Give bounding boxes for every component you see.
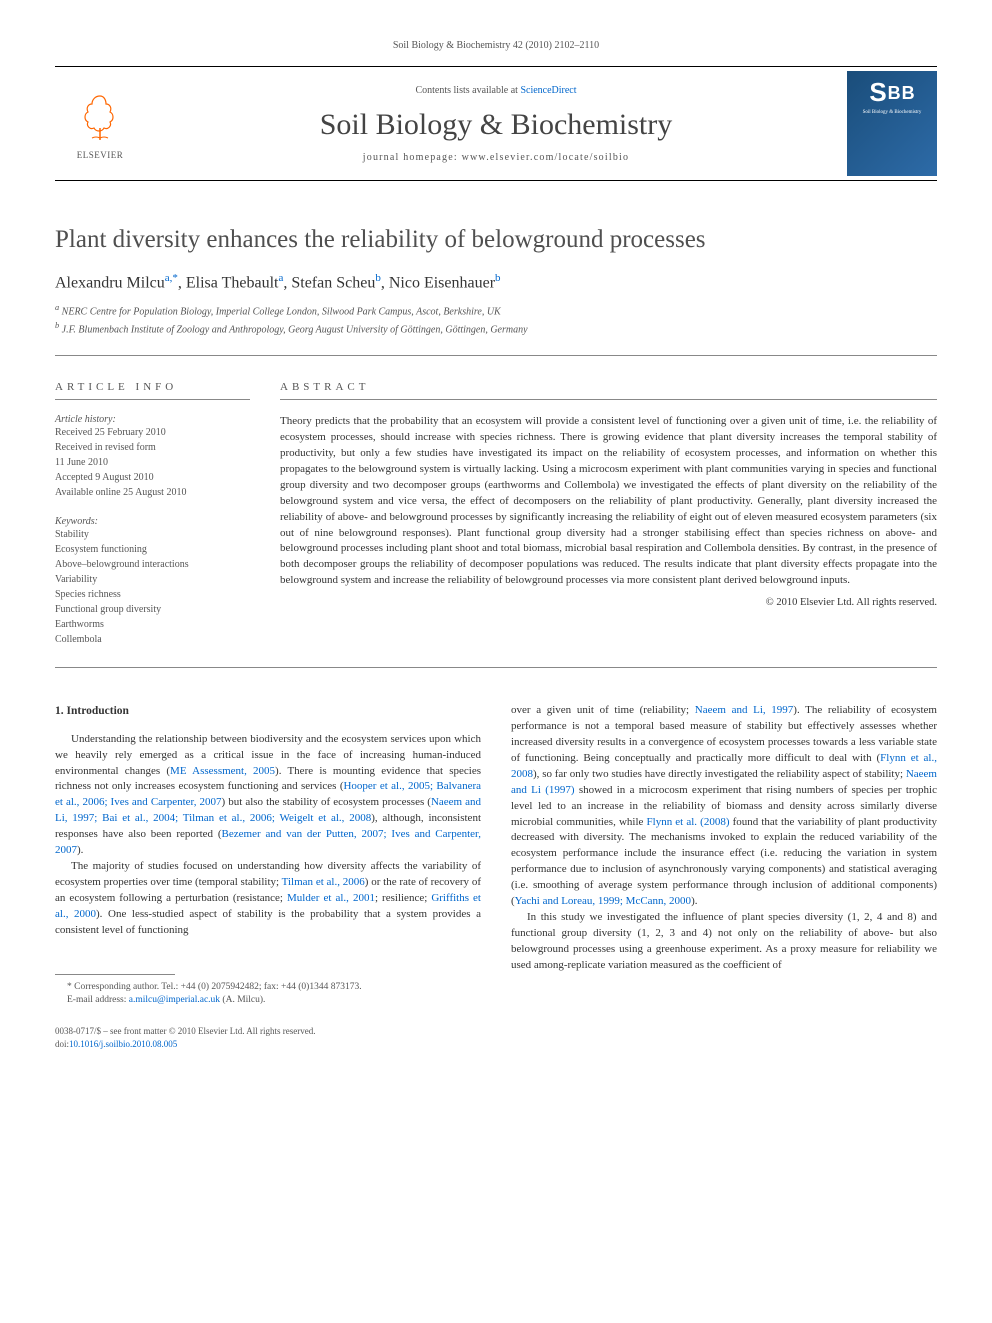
ref-link[interactable]: Mulder et al., 2001 xyxy=(287,892,375,904)
keywords-label: Keywords: xyxy=(55,516,250,527)
history-revised-1: Received in revised form xyxy=(55,440,250,455)
homepage-line: journal homepage: www.elsevier.com/locat… xyxy=(145,152,847,163)
doi-link[interactable]: 10.1016/j.soilbio.2010.08.005 xyxy=(69,1039,177,1049)
affiliation-b: b J.F. Blumenbach Institute of Zoology a… xyxy=(55,320,937,337)
keyword-8: Collembola xyxy=(55,632,250,647)
keyword-2: Ecosystem functioning xyxy=(55,542,250,557)
author-4: Nico Eisenhauer xyxy=(389,274,495,291)
ref-link[interactable]: Flynn et al. (2008) xyxy=(647,816,730,828)
homepage-prefix: journal homepage: xyxy=(363,152,462,163)
elsevier-tree-icon xyxy=(70,88,130,148)
keyword-3: Above–belowground interactions xyxy=(55,557,250,572)
sciencedirect-link[interactable]: ScienceDirect xyxy=(520,85,576,96)
ref-link[interactable]: ME Assessment, 2005 xyxy=(170,765,275,777)
cover-sb-letters: SBB xyxy=(869,77,914,108)
ref-link[interactable]: Tilman et al., 2006 xyxy=(282,876,365,888)
section-1-heading: 1. Introduction xyxy=(55,703,481,720)
cover-label: Soil Biology & Biochemistry xyxy=(863,110,922,115)
footnote-separator xyxy=(55,974,175,975)
para-3: over a given unit of time (reliability; … xyxy=(511,703,937,910)
column-left: 1. Introduction Understanding the relati… xyxy=(55,703,481,1007)
authors-line: Alexandru Milcua,*, Elisa Thebaulta, Ste… xyxy=(55,272,937,292)
keyword-7: Earthworms xyxy=(55,617,250,632)
para-2: The majority of studies focused on under… xyxy=(55,859,481,939)
author-4-sup: b xyxy=(495,272,501,284)
footer-bar: 0038-0717/$ – see front matter © 2010 El… xyxy=(55,1025,937,1050)
ref-link[interactable]: Naeem and Li, 1997 xyxy=(695,704,794,716)
page-container: Soil Biology & Biochemistry 42 (2010) 21… xyxy=(0,0,992,1081)
publisher-name: ELSEVIER xyxy=(77,150,124,160)
article-title: Plant diversity enhances the reliability… xyxy=(55,226,937,254)
history-label: Article history: xyxy=(55,414,250,425)
affiliations: a NERC Centre for Population Biology, Im… xyxy=(55,302,937,337)
journal-cover-thumb: SBB Soil Biology & Biochemistry xyxy=(847,71,937,176)
contents-prefix: Contents lists available at xyxy=(415,85,520,96)
author-1-sup: a,* xyxy=(165,272,178,284)
keyword-6: Functional group diversity xyxy=(55,602,250,617)
keyword-1: Stability xyxy=(55,527,250,542)
email-label: E-mail address: xyxy=(67,995,129,1005)
abstract-heading: ABSTRACT xyxy=(280,381,937,400)
homepage-url: www.elsevier.com/locate/soilbio xyxy=(462,152,630,163)
abstract-copyright: © 2010 Elsevier Ltd. All rights reserved… xyxy=(280,597,937,608)
masthead: ELSEVIER Contents lists available at Sci… xyxy=(55,66,937,181)
article-info-heading: ARTICLE INFO xyxy=(55,381,250,400)
author-2-sup: a xyxy=(278,272,283,284)
doi-line: doi:10.1016/j.soilbio.2010.08.005 xyxy=(55,1038,937,1051)
history-received: Received 25 February 2010 xyxy=(55,425,250,440)
history-accepted: Accepted 9 August 2010 xyxy=(55,470,250,485)
header-citation: Soil Biology & Biochemistry 42 (2010) 21… xyxy=(55,40,937,51)
author-2: Elisa Thebault xyxy=(186,274,279,291)
email-link[interactable]: a.milcu@imperial.ac.uk xyxy=(129,995,220,1005)
body-columns: 1. Introduction Understanding the relati… xyxy=(55,703,937,1007)
journal-name: Soil Biology & Biochemistry xyxy=(145,108,847,142)
keyword-5: Species richness xyxy=(55,587,250,602)
info-abstract-row: ARTICLE INFO Article history: Received 2… xyxy=(55,381,937,668)
email-footnote: E-mail address: a.milcu@imperial.ac.uk (… xyxy=(55,994,481,1007)
author-3: Stefan Scheu xyxy=(291,274,375,291)
para-1: Understanding the relationship between b… xyxy=(55,732,481,860)
affiliation-a: a NERC Centre for Population Biology, Im… xyxy=(55,302,937,319)
abstract-text: Theory predicts that the probability tha… xyxy=(280,414,937,589)
article-info-column: ARTICLE INFO Article history: Received 2… xyxy=(55,381,250,647)
keyword-4: Variability xyxy=(55,572,250,587)
history-online: Available online 25 August 2010 xyxy=(55,485,250,500)
history-revised-2: 11 June 2010 xyxy=(55,455,250,470)
author-3-sup: b xyxy=(375,272,381,284)
corresponding-author-footnote: * Corresponding author. Tel.: +44 (0) 20… xyxy=(55,981,481,994)
author-1: Alexandru Milcu xyxy=(55,274,165,291)
title-block: Plant diversity enhances the reliability… xyxy=(55,226,937,356)
masthead-center: Contents lists available at ScienceDirec… xyxy=(145,85,847,163)
publisher-logo-block: ELSEVIER xyxy=(55,88,145,160)
contents-line: Contents lists available at ScienceDirec… xyxy=(145,85,847,96)
abstract-column: ABSTRACT Theory predicts that the probab… xyxy=(280,381,937,647)
ref-link[interactable]: Yachi and Loreau, 1999; McCann, 2000 xyxy=(515,895,691,907)
front-matter-line: 0038-0717/$ – see front matter © 2010 El… xyxy=(55,1025,937,1038)
para-4: In this study we investigated the influe… xyxy=(511,910,937,974)
column-right: over a given unit of time (reliability; … xyxy=(511,703,937,1007)
